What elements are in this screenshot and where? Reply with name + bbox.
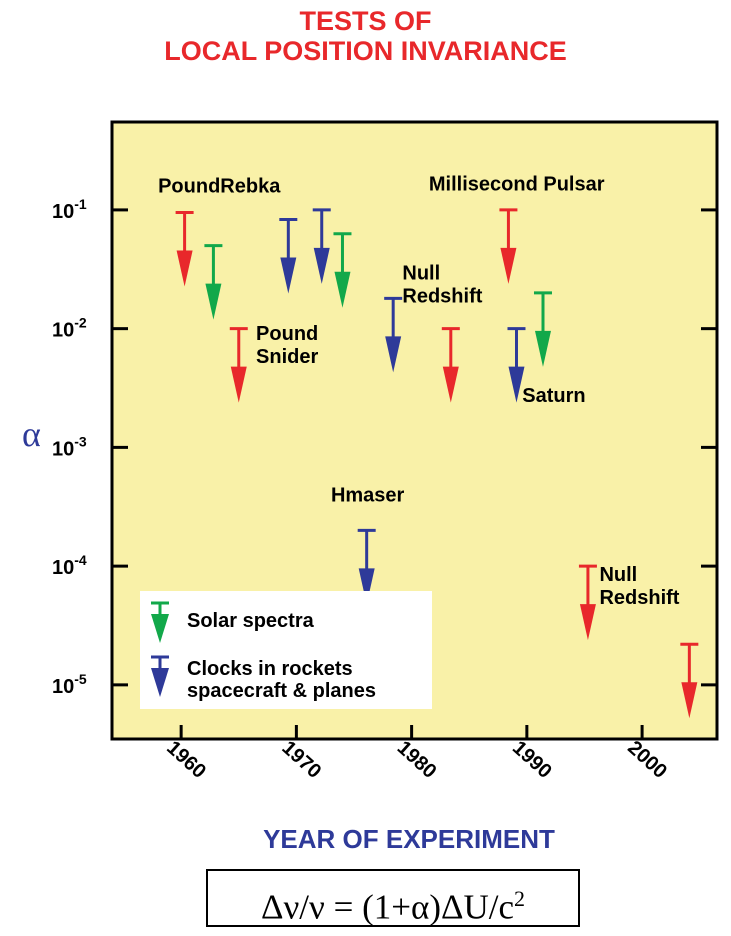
data-marks (175, 208, 699, 719)
chart-title: TESTS OF LOCAL POSITION INVARIANCE (0, 6, 731, 66)
green-limit-1-head (334, 271, 351, 308)
formula-text: Δν/ν = (1+α)ΔU/c (260, 887, 515, 927)
blue-limit-2-head (385, 336, 402, 373)
x-tick-label-1980: 1980 (393, 737, 441, 783)
red-limit-3 (499, 208, 518, 284)
x-axis-label: YEAR OF EXPERIMENT (263, 824, 555, 854)
y-tick-label-0: 10-1 (52, 196, 87, 223)
legend-box (140, 591, 432, 709)
formula-superscript: 2 (514, 886, 526, 911)
blue-limit-4-head (508, 366, 525, 403)
red-limit-5-head (681, 682, 698, 719)
annotations: PoundRebka Pound Snider Millisecond Pulsar N… (158, 174, 680, 609)
legend: Solar spectra Clocks in rockets spacecraft… (140, 591, 432, 709)
annotation-1: Pound Snider (256, 323, 318, 368)
legend-label-0: Solar spectra (187, 610, 315, 632)
blue-limit-0-head (280, 257, 297, 294)
red-limit-3-head (500, 247, 517, 284)
x-tick-label-1990: 1990 (508, 737, 556, 783)
red-limit-2-head (442, 366, 459, 403)
blue-limit-1 (312, 208, 331, 284)
legend-marker-blue (151, 655, 169, 697)
red-limit-5 (680, 642, 699, 719)
legend-marker-green (151, 601, 169, 643)
green-limit-0 (204, 244, 223, 320)
blue-limit-0 (279, 218, 298, 294)
green-limit-2 (533, 291, 552, 367)
legend-marker-head-0 (151, 614, 169, 643)
chart-title-line-1: TESTS OF (299, 6, 432, 36)
blue-limit-1-head (313, 247, 330, 284)
red-limit-4 (578, 564, 597, 641)
x-tick-label-1970: 1970 (278, 737, 326, 783)
blue-limit-4 (507, 327, 526, 403)
green-limit-0-head (205, 283, 222, 320)
green-limit-2-head (534, 330, 551, 367)
x-tick-label-1960: 1960 (162, 737, 210, 783)
annotation-4: Saturn (522, 385, 585, 407)
red-limit-0 (175, 211, 194, 287)
y-axis: 10-1 10-2 10-3 10-4 10-5 (52, 196, 717, 698)
plot-area: 1960 1970 1980 1990 2000 10-110-210-310-410-… (22, 120, 719, 783)
red-limit-1-head (230, 366, 247, 403)
y-tick-label-3: 10-4 (52, 552, 87, 579)
formula-box: Δν/ν = (1+α)ΔU/c2 (206, 869, 580, 927)
y-tick-label-4: 10-5 (52, 671, 87, 698)
blue-limit-3 (357, 528, 376, 605)
annotation-0: PoundRebka (158, 176, 281, 198)
x-tick-label-2000: 2000 (623, 737, 671, 783)
green-limit-1 (333, 232, 352, 308)
blue-limit-2 (384, 296, 403, 373)
y-tick-label-1: 10-2 (52, 315, 87, 342)
red-limit-0-head (176, 250, 193, 287)
y-tick-label-2: 10-3 (52, 433, 87, 460)
red-limit-4-head (579, 604, 596, 641)
red-limit-1 (229, 327, 248, 403)
legend-label-1: Clocks in rockets spacecraft & planes (187, 658, 376, 702)
annotation-3: Null Redshift (402, 262, 482, 307)
annotation-2: Millisecond Pulsar (429, 174, 605, 196)
blue-limit-3-head (358, 568, 375, 605)
y-axis-label: α (22, 414, 41, 454)
annotation-6: Null Redshift (599, 564, 679, 609)
red-limit-2 (441, 327, 460, 403)
chart-title-line-2: LOCAL POSITION INVARIANCE (164, 36, 567, 66)
annotation-5: Hmaser (331, 485, 405, 507)
legend-marker-head-1 (151, 668, 169, 697)
